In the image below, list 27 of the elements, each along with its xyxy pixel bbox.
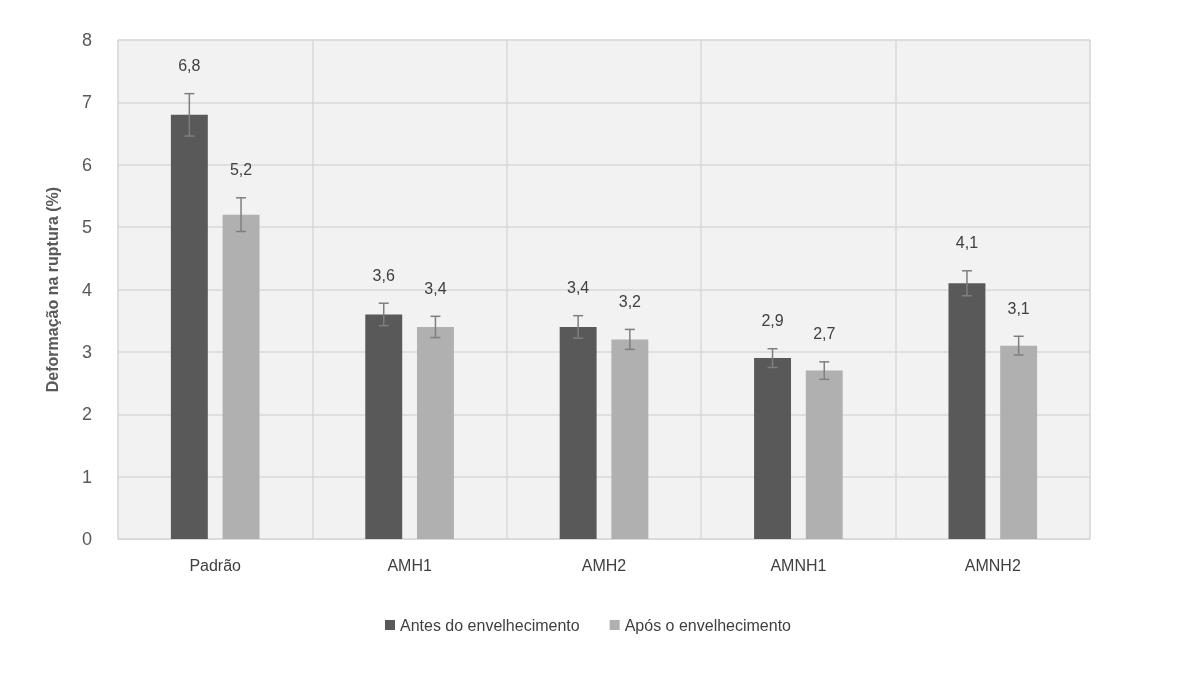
data-label: 3,4 [424, 279, 447, 297]
y-tick-label: 4 [81, 279, 92, 300]
legend-label: Após o envelhecimento [624, 616, 792, 634]
data-label: 6,8 [178, 57, 201, 75]
y-tick-label: 8 [81, 30, 92, 50]
y-tick-label: 3 [81, 341, 92, 362]
x-tick-label: AMH2 [581, 556, 627, 574]
data-label: 2,9 [761, 312, 784, 330]
data-label: 3,2 [618, 292, 642, 310]
y-axis-title: Deformação na ruptura (%) [43, 186, 61, 393]
legend-label: Antes do envelhecimento [400, 616, 580, 634]
x-tick-label: Padrão [189, 556, 242, 574]
x-tick-label: AMNH2 [964, 556, 1021, 574]
y-tick-label: 2 [81, 404, 92, 425]
y-tick-label: 7 [81, 92, 92, 113]
y-tick-label: 1 [81, 466, 92, 487]
x-tick-label: AMNH1 [770, 556, 827, 574]
y-tick-label: 6 [81, 154, 92, 175]
data-label: 3,6 [372, 266, 395, 284]
data-label: 3,1 [1007, 299, 1030, 317]
y-tick-label: 0 [81, 529, 92, 549]
x-tick-label: AMH1 [387, 556, 432, 574]
data-label: 3,4 [567, 279, 590, 297]
data-label: 4,1 [955, 234, 979, 252]
data-label: 2,7 [813, 325, 836, 343]
data-label: 5,2 [229, 161, 253, 179]
y-tick-label: 5 [81, 217, 92, 238]
